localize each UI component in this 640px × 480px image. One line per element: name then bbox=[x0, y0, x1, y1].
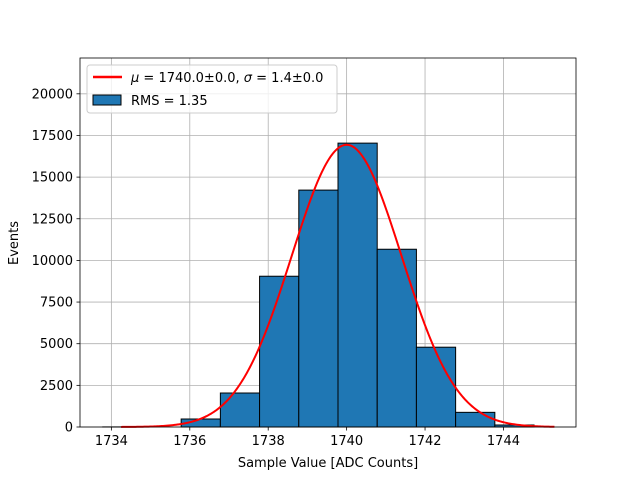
sigma-text: = 1.4±0.0 bbox=[252, 71, 323, 86]
y-tick-label: 15000 bbox=[32, 171, 73, 186]
histogram-bar bbox=[455, 411, 496, 428]
y-tick-label: 5000 bbox=[40, 337, 73, 352]
y-tick-label: 12500 bbox=[32, 212, 73, 227]
x-tick-label: 1734 bbox=[95, 434, 128, 449]
x-tick-label: 1744 bbox=[487, 434, 520, 449]
histogram-bar bbox=[219, 392, 261, 428]
sigma-symbol: σ bbox=[244, 71, 253, 86]
axis-ticks: 1734 1736 1738 1740 1742 1744 0 2500 5000 7500 100… bbox=[32, 87, 520, 449]
histogram-bar bbox=[415, 346, 457, 428]
legend: μ = 1740.0±0.0, σ = 1.4±0.0 RMS = 1.35 bbox=[86, 64, 338, 114]
x-tick-label: 1742 bbox=[408, 434, 441, 449]
legend-fit-label: μ = 1740.0±0.0, σ = 1.4±0.0 bbox=[130, 71, 323, 86]
y-tick-label: 2500 bbox=[40, 379, 73, 394]
grid bbox=[80, 58, 576, 428]
x-tick-label: 1740 bbox=[330, 434, 363, 449]
histogram-bars bbox=[102, 142, 535, 428]
histogram-bar bbox=[376, 248, 417, 428]
axes-frame bbox=[79, 57, 577, 428]
gaussian-fit-line bbox=[121, 143, 555, 428]
y-axis-label: Events bbox=[7, 221, 22, 265]
y-tick-label: 7500 bbox=[40, 296, 73, 311]
y-tick-label: 0 bbox=[65, 421, 73, 436]
legend-hist-label: RMS = 1.35 bbox=[131, 94, 208, 109]
y-tick-label: 10000 bbox=[32, 254, 73, 269]
x-tick-label: 1738 bbox=[252, 434, 285, 449]
histogram-bar bbox=[259, 275, 300, 428]
legend-hist-swatch bbox=[92, 94, 122, 106]
x-tick-label: 1736 bbox=[173, 434, 206, 449]
mu-symbol: μ bbox=[130, 71, 139, 86]
histogram-bar bbox=[298, 189, 339, 428]
mu-text: = 1740.0±0.0, bbox=[139, 71, 243, 86]
y-tick-label: 17500 bbox=[32, 129, 73, 144]
x-axis-label: Sample Value [ADC Counts] bbox=[238, 456, 418, 471]
legend-box bbox=[86, 64, 338, 114]
histogram-bar bbox=[337, 142, 378, 428]
y-tick-label: 20000 bbox=[32, 87, 73, 102]
